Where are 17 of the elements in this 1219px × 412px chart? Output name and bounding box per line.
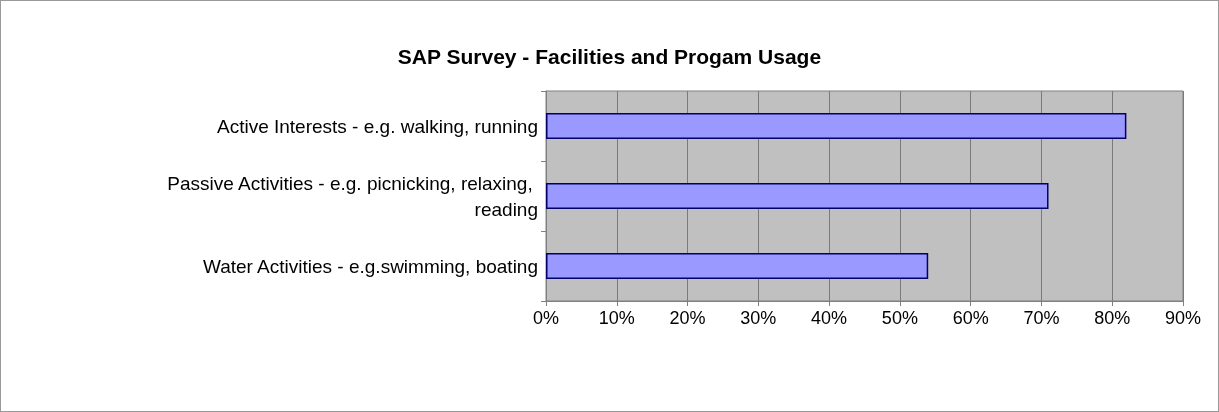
x-tick-label: 20% xyxy=(669,308,706,328)
x-tick-label: 40% xyxy=(811,308,848,328)
x-tick-label: 60% xyxy=(952,308,989,328)
x-tick-label: 0% xyxy=(532,308,560,328)
chart-title: SAP Survey - Facilities and Progam Usage xyxy=(397,45,822,68)
x-tick-label: 50% xyxy=(881,308,918,328)
y-tick-label: Passive Activities - e.g. picnicking, relaxing, reading xyxy=(167,172,538,220)
bar xyxy=(546,183,1049,209)
y-tick-label: Active Interests - e.g. walking, running xyxy=(216,115,538,137)
x-tick-label: 70% xyxy=(1023,308,1060,328)
x-tick-label: 90% xyxy=(1164,308,1202,328)
x-tick-label: 80% xyxy=(1094,308,1131,328)
y-tick-label: Water Activities - e.g.swimming, boating xyxy=(202,255,538,277)
bar xyxy=(546,113,1127,139)
x-tick-label: 10% xyxy=(598,308,635,328)
x-tick-label: 30% xyxy=(740,308,777,328)
bar xyxy=(546,253,929,279)
